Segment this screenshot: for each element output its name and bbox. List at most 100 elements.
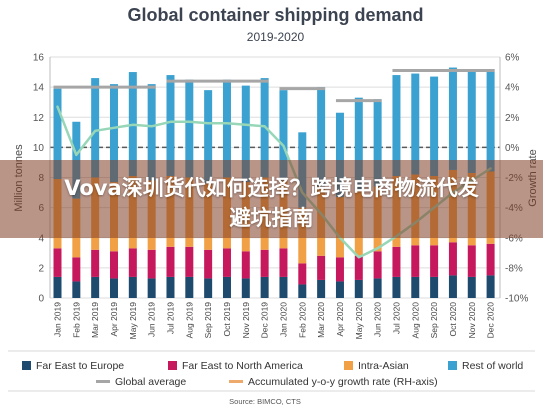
bar-far-east-to-europe-apr-2019 — [109, 278, 118, 298]
bar-far-east-to-north-america-mar-2019 — [91, 249, 100, 277]
legend-line-marker — [96, 380, 110, 383]
bar-far-east-to-north-america-aug-2020 — [411, 245, 420, 277]
legend-item-rest-of-world: Rest of world — [448, 359, 523, 372]
x-tick-label: Feb 2019 — [71, 302, 81, 338]
x-tick-label: Apr 2020 — [335, 302, 345, 337]
x-tick-label: May 2019 — [128, 302, 138, 340]
x-tick-label: Feb 2020 — [297, 302, 307, 338]
tick-labels: 0246810121416-10%-8%-6%-4%-2%0%2%4%6%Jan… — [33, 53, 529, 340]
bar-far-east-to-north-america-may-2019 — [128, 248, 137, 277]
bar-far-east-to-europe-nov-2019 — [241, 278, 250, 298]
x-tick-label: Sep 2020 — [429, 302, 439, 339]
x-tick-label: Aug 2019 — [184, 302, 194, 339]
legend-swatch — [168, 361, 177, 370]
bar-rest-of-world-mar-2020 — [317, 87, 326, 187]
bar-far-east-to-europe-jun-2019 — [147, 278, 156, 298]
legend-swatch — [22, 361, 31, 370]
bar-far-east-to-europe-dec-2020 — [486, 275, 495, 298]
legend-label: Rest of world — [462, 359, 524, 372]
legend-label: Global average — [115, 375, 187, 388]
x-tick-label: Oct 2019 — [222, 302, 232, 337]
bar-rest-of-world-may-2020 — [354, 97, 363, 192]
y-tick-label: 14 — [33, 83, 45, 94]
bar-rest-of-world-jul-2019 — [166, 75, 175, 176]
bar-far-east-to-europe-may-2020 — [354, 279, 363, 298]
bar-far-east-to-north-america-feb-2019 — [72, 257, 81, 282]
bar-rest-of-world-jan-2019 — [53, 88, 62, 180]
bar-rest-of-world-nov-2019 — [241, 85, 250, 183]
bar-rest-of-world-dec-2020 — [486, 69, 495, 172]
bar-far-east-to-europe-jan-2020 — [279, 276, 288, 298]
legend-label: Accumulated y-o-y growth rate (RH-axis) — [248, 375, 438, 388]
bar-far-east-to-north-america-oct-2020 — [448, 242, 457, 276]
x-tick-label: Jan 2020 — [279, 302, 289, 337]
x-tick-label: Dec 2020 — [486, 302, 496, 339]
bar-rest-of-world-jul-2020 — [392, 75, 401, 176]
x-tick-label: Dec 2019 — [260, 302, 270, 339]
x-tick-label: Mar 2019 — [90, 302, 100, 338]
y2-tick-label: -8% — [505, 263, 523, 274]
legend-item-far-east-to-europe: Far East to Europe — [22, 359, 124, 372]
x-tick-label: Jul 2020 — [391, 302, 401, 334]
bar-rest-of-world-jun-2020 — [373, 99, 382, 187]
chart-title: Global container shipping demand — [127, 5, 424, 25]
bar-far-east-to-europe-apr-2020 — [335, 281, 344, 298]
bar-far-east-to-europe-aug-2019 — [185, 276, 194, 298]
bar-far-east-to-north-america-may-2020 — [354, 255, 363, 280]
bar-rest-of-world-jun-2019 — [147, 84, 156, 181]
bar-far-east-to-europe-jul-2020 — [392, 276, 401, 298]
bar-far-east-to-europe-nov-2020 — [467, 276, 476, 298]
x-tick-label: Jun 2020 — [373, 302, 383, 337]
bar-far-east-to-europe-oct-2020 — [448, 275, 457, 298]
legend-item-intra-asian: Intra-Asian — [344, 359, 409, 372]
bar-rest-of-world-oct-2019 — [222, 79, 231, 178]
bar-rest-of-world-mar-2019 — [91, 78, 100, 178]
bar-far-east-to-north-america-aug-2019 — [185, 246, 194, 277]
y-tick-label: 0 — [38, 294, 44, 305]
y2-tick-label: -10% — [505, 294, 528, 305]
chart-subtitle: 2019-2020 — [246, 30, 305, 44]
x-tick-label: Apr 2019 — [109, 302, 119, 337]
bar-far-east-to-europe-may-2019 — [128, 276, 137, 298]
y-tick-label: 10 — [33, 143, 45, 154]
bar-far-east-to-north-america-apr-2019 — [109, 251, 118, 279]
bar-rest-of-world-oct-2020 — [448, 67, 457, 170]
bar-far-east-to-north-america-feb-2020 — [298, 263, 307, 285]
bar-rest-of-world-aug-2020 — [411, 73, 420, 175]
bar-far-east-to-europe-feb-2019 — [72, 281, 81, 298]
bar-far-east-to-europe-jan-2019 — [53, 276, 62, 298]
overlay-banner: Vova深圳货代如何选择？跨境电商物流代发 避坑指南 — [0, 160, 543, 238]
legend-item-global-average: Global average — [96, 375, 186, 388]
y2-tick-label: -6% — [505, 233, 523, 244]
bar-far-east-to-north-america-jan-2019 — [53, 248, 62, 277]
bar-far-east-to-europe-oct-2019 — [222, 276, 231, 298]
bar-far-east-to-europe-mar-2019 — [91, 276, 100, 298]
bar-far-east-to-north-america-dec-2020 — [486, 243, 495, 276]
source-note: Source: BIMCO, CTS — [229, 397, 301, 406]
x-tick-label: Mar 2020 — [316, 302, 326, 338]
banner-title-line-1: Vova深圳货代如何选择？跨境电商物流代发 — [64, 176, 479, 200]
bar-far-east-to-north-america-sep-2019 — [204, 249, 213, 279]
bar-far-east-to-europe-sep-2020 — [430, 276, 439, 298]
x-tick-label: May 2020 — [354, 302, 364, 340]
legend-item-growth-rate: Accumulated y-o-y growth rate (RH-axis) — [229, 375, 438, 388]
bar-far-east-to-north-america-mar-2020 — [317, 255, 326, 280]
legend-line-marker — [229, 380, 243, 383]
legend-swatch — [344, 361, 353, 370]
bar-far-east-to-north-america-nov-2020 — [467, 245, 476, 277]
bar-far-east-to-north-america-apr-2020 — [335, 257, 344, 282]
x-tick-label: Nov 2019 — [241, 302, 251, 339]
bar-far-east-to-north-america-jul-2019 — [166, 246, 175, 277]
legend-label: Far East to Europe — [36, 359, 125, 372]
x-tick-label: Sep 2019 — [203, 302, 213, 339]
bar-far-east-to-north-america-jul-2020 — [392, 246, 401, 277]
bar-rest-of-world-apr-2020 — [335, 112, 344, 198]
bar-far-east-to-north-america-nov-2019 — [241, 251, 250, 279]
bar-rest-of-world-nov-2020 — [467, 70, 476, 173]
bar-far-east-to-europe-aug-2020 — [411, 276, 420, 298]
y-tick-label: 16 — [33, 53, 45, 64]
x-tick-label: Nov 2020 — [467, 302, 477, 339]
y2-tick-label: 2% — [505, 113, 520, 124]
legend-label: Intra-Asian — [358, 359, 409, 372]
y2-tick-label: 6% — [505, 53, 520, 64]
